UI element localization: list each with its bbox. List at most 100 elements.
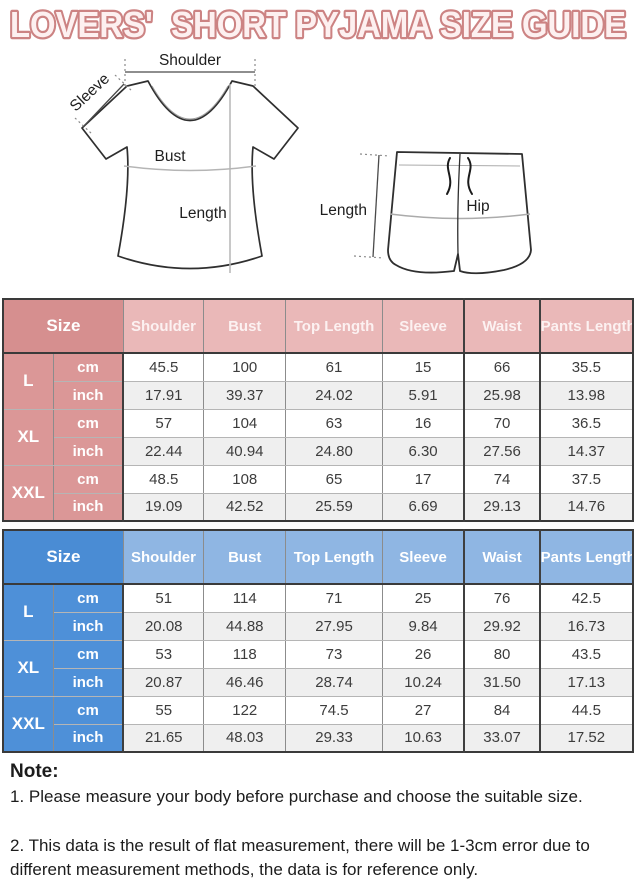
table-row: inch 21.65 48.03 29.33 10.63 33.07 17.52 (3, 723, 634, 753)
table-row: XXL cm 55 122 74.5 27 84 44.5 (2, 695, 634, 753)
shorts-length-tick-top (359, 153, 391, 157)
drawstring-right (467, 157, 473, 195)
shorts-length-measure-line (372, 154, 380, 258)
col-header-top-length: Top Length (285, 529, 383, 585)
value-cell: 44.88 (203, 611, 287, 641)
value-cell: 74.5 (285, 695, 383, 725)
value-cell: 42.52 (203, 492, 287, 522)
size-header: Size (2, 298, 124, 354)
note-section: Note: 1. Please measure your body before… (0, 753, 636, 883)
value-cell: 19.09 (122, 492, 205, 522)
measurement-diagram: Shoulder Sleeve Bust Length Length Hip (0, 48, 636, 298)
value-cell: 114 (203, 583, 287, 613)
value-cell: 26 (381, 639, 465, 669)
value-cell: 14.37 (538, 436, 634, 466)
shorts-outline (387, 151, 532, 275)
value-cell: 9.84 (381, 611, 465, 641)
value-cell: 80 (463, 639, 541, 669)
value-cell: 48.03 (203, 723, 287, 753)
shorts-length-label: Length (320, 202, 367, 219)
value-cell: 36.5 (538, 408, 634, 438)
header-row: Size Shoulder Bust Top Length Sleeve Wai… (2, 298, 634, 354)
col-header-top-length: Top Length (285, 298, 383, 354)
col-header-sleeve: Sleeve (381, 298, 465, 354)
value-cell: 24.02 (285, 380, 383, 410)
shorts-length-tick-bottom (353, 255, 385, 259)
size-label-xl: XL (2, 408, 54, 466)
size-label-xl: XL (2, 639, 54, 697)
value-cell: 43.5 (538, 639, 634, 669)
note-item-1: 1. Please measure your body before purch… (10, 787, 583, 806)
pyjama-diagram-svg: Shoulder Sleeve Bust Length Length Hip (67, 52, 532, 275)
value-cell: 6.30 (381, 436, 465, 466)
shorts-drawing: Length Hip (320, 151, 532, 275)
size-label-xxl: XXL (2, 695, 54, 753)
value-cell: 51 (122, 583, 205, 613)
size-header: Size (2, 529, 124, 585)
col-header-waist: Waist (463, 529, 541, 585)
unit-cm: cm (52, 695, 124, 725)
value-cell: 29.33 (285, 723, 383, 753)
value-cell: 13.98 (538, 380, 634, 410)
value-cell: 35.5 (538, 352, 634, 382)
value-cell: 20.87 (122, 667, 205, 697)
unit-inch: inch (52, 436, 124, 466)
header-row: Size Shoulder Bust Top Length Sleeve Wai… (2, 529, 634, 585)
value-cell: 122 (203, 695, 287, 725)
value-cell: 17 (381, 464, 465, 494)
col-header-shoulder: Shoulder (122, 298, 205, 354)
unit-cm: cm (52, 639, 124, 669)
unit-inch: inch (52, 380, 124, 410)
value-cell: 27.95 (285, 611, 383, 641)
value-cell: 53 (122, 639, 205, 669)
value-cell: 108 (203, 464, 287, 494)
table-row: inch 20.08 44.88 27.95 9.84 29.92 16.73 (3, 611, 634, 641)
page-title-banner: LOVERS' SHORT PYJAMA SIZE GUIDE (0, 0, 636, 48)
value-cell: 70 (463, 408, 541, 438)
value-cell: 66 (463, 352, 541, 382)
value-cell: 25.59 (285, 492, 383, 522)
value-cell: 118 (203, 639, 287, 669)
value-cell: 10.63 (381, 723, 465, 753)
value-cell: 29.92 (463, 611, 541, 641)
value-cell: 24.80 (285, 436, 383, 466)
table-row: XXL cm 48.5 108 65 17 74 37.5 (2, 464, 634, 522)
col-header-sleeve: Sleeve (381, 529, 465, 585)
unit-inch: inch (52, 667, 124, 697)
col-header-pants-length: Pants Length (538, 298, 634, 354)
value-cell: 39.37 (203, 380, 287, 410)
value-cell: 31.50 (463, 667, 541, 697)
value-cell: 16 (381, 408, 465, 438)
value-cell: 63 (285, 408, 383, 438)
col-header-waist: Waist (463, 298, 541, 354)
unit-cm: cm (52, 352, 124, 382)
bust-label: Bust (154, 148, 186, 165)
table-gap (0, 522, 636, 529)
shoulder-label: Shoulder (159, 52, 221, 69)
table-row: L cm 45.5 100 61 15 66 35.5 (2, 352, 634, 410)
value-cell: 33.07 (463, 723, 541, 753)
value-cell: 25 (381, 583, 465, 613)
unit-inch: inch (52, 611, 124, 641)
value-cell: 73 (285, 639, 383, 669)
col-header-shoulder: Shoulder (122, 529, 205, 585)
col-header-bust: Bust (203, 298, 287, 354)
value-cell: 61 (285, 352, 383, 382)
size-label-l: L (2, 352, 54, 410)
value-cell: 5.91 (381, 380, 465, 410)
table-row: inch 20.87 46.46 28.74 10.24 31.50 17.13 (3, 667, 634, 697)
table-row: inch 17.91 39.37 24.02 5.91 25.98 13.98 (3, 380, 634, 410)
value-cell: 14.76 (538, 492, 634, 522)
value-cell: 46.46 (203, 667, 287, 697)
value-cell: 29.13 (463, 492, 541, 522)
col-header-pants-length: Pants Length (538, 529, 634, 585)
value-cell: 65 (285, 464, 383, 494)
unit-cm: cm (52, 583, 124, 613)
table-row: XL cm 57 104 63 16 70 36.5 (2, 408, 634, 466)
unit-cm: cm (52, 408, 124, 438)
unit-cm: cm (52, 464, 124, 494)
value-cell: 71 (285, 583, 383, 613)
col-header-bust: Bust (203, 529, 287, 585)
hip-line (389, 213, 531, 220)
value-cell: 15 (381, 352, 465, 382)
